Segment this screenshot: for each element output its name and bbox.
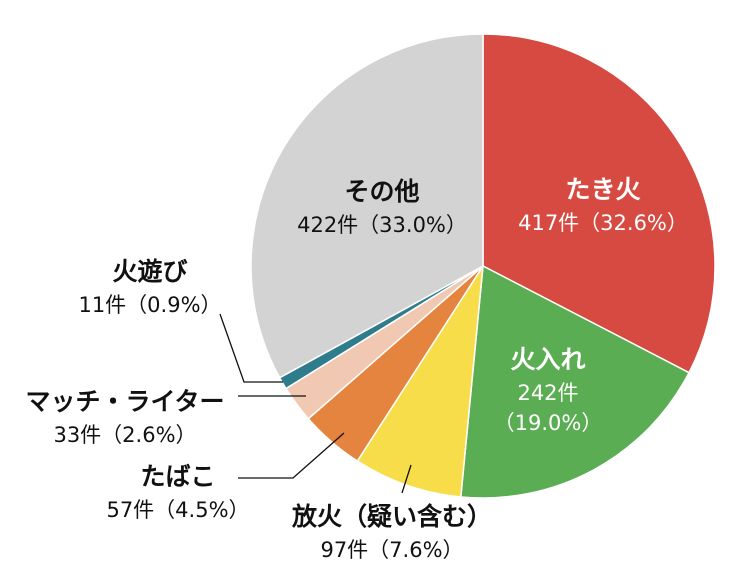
slice-label-4: たばこ: [140, 462, 215, 491]
slice-2: [459, 264, 691, 499]
leader-line-6: [219, 313, 283, 383]
leader-lines: [219, 313, 412, 494]
leader-line-3: [401, 464, 412, 494]
slice-value-4: 57件（4.5%）: [106, 498, 249, 522]
slice-value-1: 417件（32.6%）: [518, 211, 688, 235]
leader-line-4: [238, 432, 345, 479]
slice-1: [482, 33, 716, 374]
slice-label-3: 放火（疑い含む）: [291, 502, 492, 531]
slice-value-2-2: （19.0%）: [494, 411, 603, 435]
slice-label-7: その他: [344, 177, 419, 206]
slice-value-2-1: 242件: [517, 381, 578, 405]
slice-value-3: 97件（7.6%）: [320, 538, 463, 562]
slice-value-6: 11件（0.9%）: [78, 293, 221, 317]
slice-label-5: マッチ・ライター: [25, 387, 224, 416]
slice-label-2: 火入れ: [510, 345, 585, 374]
slice-value-5: 33件（2.6%）: [53, 423, 196, 447]
slice-3: [356, 265, 484, 498]
slice-labels: たき火 417件（32.6%） 火入れ 242件 （19.0%） 放火（疑い含む） 97件（…: [25, 175, 687, 562]
pie-slices: [250, 33, 716, 499]
slice-label-6: 火遊び: [112, 257, 187, 286]
slice-label-1: たき火: [565, 175, 640, 204]
slice-value-7: 422件（33.0%）: [297, 213, 467, 237]
slice-7: [250, 33, 484, 379]
